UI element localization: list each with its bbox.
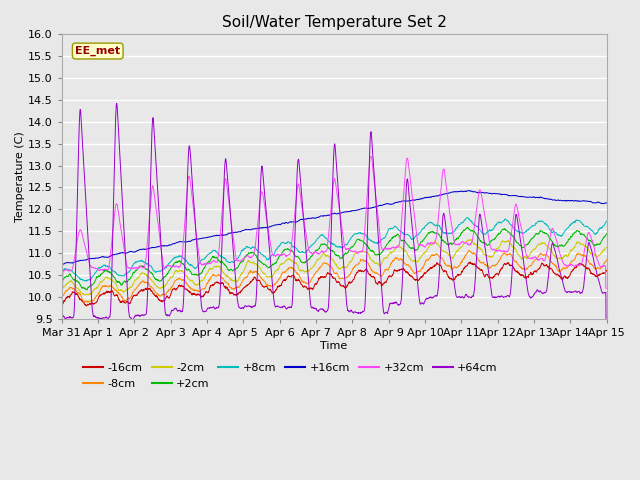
-16cm (553, 272, 561, 277)
+64cm (113, 100, 120, 106)
-16cm (58, 301, 65, 307)
-16cm (537, 263, 545, 268)
+2cm (463, 225, 471, 230)
Line: -2cm: -2cm (61, 240, 607, 295)
-8cm (465, 248, 473, 253)
-8cm (467, 249, 475, 255)
Line: -8cm: -8cm (61, 251, 607, 302)
+8cm (603, 218, 611, 224)
+64cm (537, 288, 545, 294)
Line: -16cm: -16cm (61, 262, 607, 306)
+32cm (537, 256, 545, 262)
-2cm (466, 237, 474, 242)
+16cm (364, 205, 372, 211)
+8cm (364, 235, 372, 241)
-16cm (364, 270, 372, 276)
+8cm (58, 271, 65, 276)
+8cm (537, 218, 545, 224)
+2cm (603, 231, 611, 237)
-8cm (603, 257, 611, 263)
+2cm (83, 287, 90, 293)
+16cm (467, 189, 475, 194)
+8cm (81, 278, 89, 284)
+32cm (307, 250, 314, 256)
+16cm (553, 197, 561, 203)
-8cm (364, 261, 372, 266)
+64cm (364, 205, 372, 211)
+16cm (603, 200, 611, 206)
Line: +16cm: +16cm (61, 191, 607, 265)
-8cm (602, 258, 610, 264)
-2cm (307, 266, 314, 272)
+64cm (552, 252, 560, 258)
Title: Soil/Water Temperature Set 2: Soil/Water Temperature Set 2 (221, 15, 447, 30)
-2cm (603, 245, 611, 251)
+8cm (464, 215, 472, 220)
+16cm (466, 188, 474, 193)
+8cm (602, 218, 610, 224)
-8cm (80, 300, 88, 305)
+16cm (307, 216, 314, 221)
-8cm (58, 295, 65, 301)
Line: +32cm: +32cm (61, 157, 607, 288)
+64cm (58, 321, 65, 326)
-2cm (467, 237, 475, 242)
-16cm (83, 303, 90, 309)
+64cm (307, 300, 314, 306)
+16cm (537, 194, 545, 200)
+16cm (58, 262, 66, 268)
-8cm (537, 251, 545, 257)
-16cm (307, 285, 314, 290)
+32cm (364, 185, 372, 191)
-2cm (602, 245, 610, 251)
+16cm (58, 262, 65, 267)
+32cm (602, 286, 610, 291)
+8cm (553, 230, 561, 236)
+2cm (307, 255, 314, 261)
Text: EE_met: EE_met (75, 46, 120, 56)
Y-axis label: Temperature (C): Temperature (C) (15, 131, 25, 222)
+2cm (364, 244, 372, 250)
+64cm (603, 321, 611, 326)
-16cm (602, 268, 610, 274)
+8cm (307, 244, 314, 250)
+2cm (553, 243, 561, 249)
-8cm (553, 264, 561, 270)
-2cm (58, 286, 65, 292)
+2cm (537, 228, 545, 234)
+2cm (602, 231, 610, 237)
-8cm (307, 278, 314, 284)
+32cm (366, 154, 374, 160)
-2cm (553, 255, 561, 261)
-2cm (84, 292, 92, 298)
+32cm (552, 237, 560, 243)
-2cm (364, 251, 372, 256)
-2cm (537, 241, 545, 247)
+32cm (467, 241, 475, 247)
+32cm (58, 286, 65, 291)
+64cm (467, 295, 475, 300)
+64cm (602, 321, 610, 326)
Line: +64cm: +64cm (61, 103, 607, 324)
-16cm (603, 267, 611, 273)
-16cm (466, 259, 474, 265)
Legend: -16cm, -8cm, -2cm, +2cm, +8cm, +16cm, +32cm, +64cm: -16cm, -8cm, -2cm, +2cm, +8cm, +16cm, +3… (79, 359, 502, 393)
+16cm (602, 200, 610, 206)
+32cm (603, 286, 611, 291)
+8cm (467, 218, 475, 224)
X-axis label: Time: Time (321, 341, 348, 351)
-16cm (467, 260, 475, 266)
+2cm (467, 228, 475, 234)
+2cm (58, 278, 65, 284)
Line: +2cm: +2cm (61, 228, 607, 290)
Line: +8cm: +8cm (61, 217, 607, 281)
